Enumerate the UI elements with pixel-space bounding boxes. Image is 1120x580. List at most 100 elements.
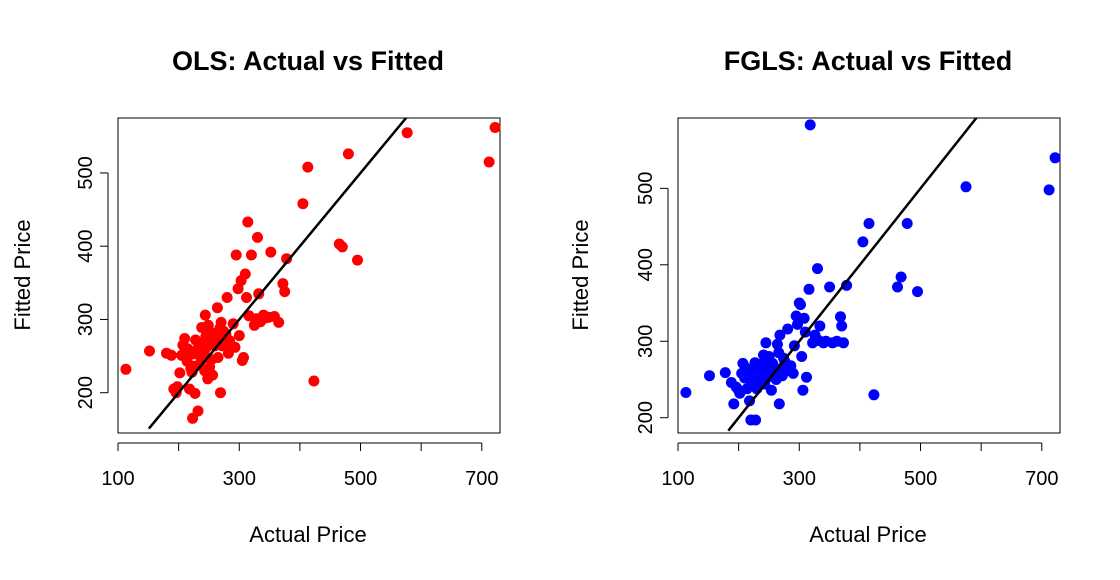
fgls-data-point <box>750 414 762 426</box>
ols-data-point <box>189 387 201 399</box>
fgls-y-tick-label: 500 <box>635 172 657 205</box>
fgls-data-point <box>912 286 923 298</box>
ols-data-point <box>144 345 155 357</box>
ols-x-axis-label: Actual Price <box>249 522 366 547</box>
fgls-y-axis: 200 300 400 500 <box>635 172 669 434</box>
fgls-y-tick-label: 200 <box>635 401 657 434</box>
ols-data-point <box>401 127 413 139</box>
ols-data-point <box>265 246 277 258</box>
ols-data-point <box>297 198 309 210</box>
ols-data-point <box>279 286 291 298</box>
ols-data-point <box>207 369 219 381</box>
fgls-data-point <box>857 236 869 248</box>
fgls-data-point <box>812 263 823 275</box>
fgls-data-point <box>728 398 740 410</box>
fgls-data-point <box>765 384 777 396</box>
ols-data-point <box>242 216 254 228</box>
fgls-data-point <box>868 389 880 401</box>
fgls-plot-frame <box>677 117 1061 434</box>
ols-data-point <box>120 363 132 375</box>
fgls-data-point <box>835 311 846 323</box>
fgls-data-point <box>719 367 731 379</box>
fgls-data-point <box>804 119 816 131</box>
ols-data-point <box>245 249 257 261</box>
ols-fit-line <box>147 118 408 430</box>
fgls-x-tick-label: 300 <box>783 468 816 490</box>
fgls-data-point <box>798 312 810 324</box>
ols-data-point <box>241 292 252 303</box>
fgls-data-point <box>744 395 755 407</box>
ols-data-point <box>212 352 224 363</box>
fgls-data-point <box>841 279 853 291</box>
ols-y-tick-label: 200 <box>75 376 97 409</box>
fgls-data-point <box>1049 152 1061 164</box>
fgls-x-axis: 100 300 500 700 <box>661 442 1058 490</box>
ols-data-point <box>165 349 177 361</box>
fgls-x-axis-label: Actual Price <box>809 522 926 547</box>
ols-x-tick-label: 300 <box>223 468 256 490</box>
fgls-data-point <box>960 181 972 193</box>
fgls-data-point <box>824 281 836 293</box>
ols-fit-line-group <box>147 118 408 430</box>
ols-data-point <box>215 316 227 328</box>
ols-data-point <box>211 302 223 314</box>
fgls-data-point <box>680 387 692 398</box>
fgls-y-axis-label: Fitted Price <box>568 219 593 330</box>
fgls-data-point <box>863 218 875 229</box>
fgls-panel: FGLS: Actual vs Fitted Actual Price Fitt… <box>568 46 1061 547</box>
ols-data-point <box>199 309 211 321</box>
fgls-x-tick-label: 100 <box>661 468 694 490</box>
ols-data-point <box>483 156 495 168</box>
ols-data-point <box>336 241 348 253</box>
ols-data-point <box>352 254 363 266</box>
ols-y-tick-label: 300 <box>75 303 97 336</box>
ols-data-point <box>179 333 191 344</box>
fgls-data-point <box>704 370 715 382</box>
fgls-y-tick-label: 400 <box>635 248 657 281</box>
ols-data-point <box>174 367 186 379</box>
ols-x-tick-label: 100 <box>101 468 134 490</box>
fgls-data-point <box>836 320 848 332</box>
fgls-data-point <box>774 329 786 341</box>
fgls-data-point <box>795 299 806 311</box>
ols-data-point <box>489 122 501 133</box>
fgls-data-point <box>796 351 808 362</box>
fgls-data-point <box>838 337 849 349</box>
fgls-x-tick-label: 500 <box>904 468 937 490</box>
fgls-data-point <box>773 398 785 410</box>
ols-x-tick-label: 700 <box>465 468 498 490</box>
ols-y-axis-label: Fitted Price <box>10 219 35 330</box>
ols-data-point <box>239 268 251 280</box>
fgls-y-tick-label: 300 <box>635 325 657 358</box>
ols-data-point <box>252 231 263 243</box>
fgls-data-point <box>814 320 826 332</box>
ols-points <box>120 122 501 424</box>
ols-data-point <box>308 375 320 387</box>
ols-y-axis: 200 300 400 500 <box>75 156 109 409</box>
fgls-points <box>680 119 1061 426</box>
ols-data-point <box>238 352 249 363</box>
ols-y-tick-label: 500 <box>75 156 97 189</box>
ols-data-point <box>342 148 354 160</box>
fgls-data-point <box>782 323 794 335</box>
ols-x-tick-label: 500 <box>344 468 377 490</box>
fgls-data-point <box>771 338 783 350</box>
ols-data-point <box>192 405 204 417</box>
fgls-data-point <box>892 281 903 293</box>
fgls-x-tick-label: 700 <box>1025 468 1058 490</box>
fgls-data-point <box>1043 184 1055 196</box>
fgls-data-point <box>760 337 772 349</box>
ols-y-tick-label: 400 <box>75 230 97 263</box>
fgls-data-point <box>797 384 809 396</box>
fgls-data-point <box>803 283 815 295</box>
ols-data-point <box>227 318 239 330</box>
ols-x-axis: 100 300 500 700 <box>101 442 498 490</box>
fgls-data-point <box>895 271 907 283</box>
fgls-chart-title: FGLS: Actual vs Fitted <box>724 46 1013 76</box>
fgls-data-point <box>901 218 913 229</box>
ols-data-point <box>302 161 314 173</box>
fgls-fit-line-group <box>727 118 978 432</box>
fgls-data-point <box>801 371 812 383</box>
ols-data-point <box>229 341 241 353</box>
